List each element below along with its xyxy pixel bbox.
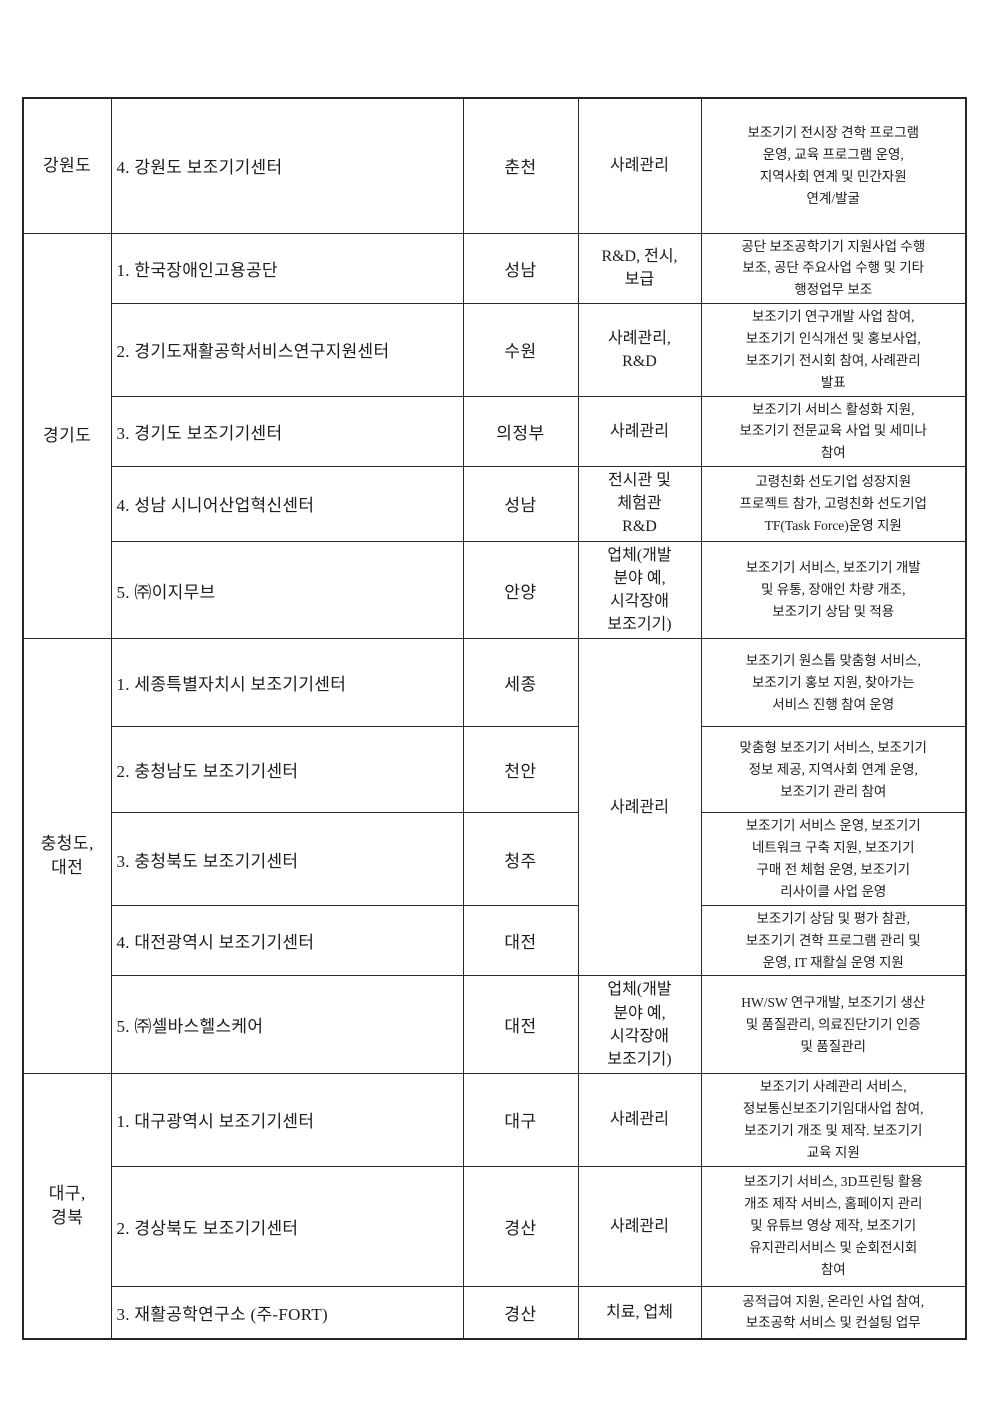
description-cell: 보조기기 서비스 활성화 지원, 보조기기 전문교육 사업 및 세미나 참여 bbox=[700, 395, 967, 468]
center-name-cell: 1. 한국장애인고용공단 bbox=[110, 232, 464, 305]
city-cell: 경산 bbox=[462, 1285, 579, 1340]
city-cell: 의정부 bbox=[462, 395, 579, 468]
description-cell: 보조기기 서비스, 3D프린팅 활용 개조 제작 서비스, 홈페이지 관리 및 … bbox=[700, 1165, 967, 1287]
region-cell: 대구, 경북 bbox=[22, 1073, 112, 1340]
category-cell-merged: 사례관리 bbox=[577, 638, 702, 977]
city-cell: 성남 bbox=[462, 466, 579, 542]
table-row: 충청도, 대전 1. 세종특별자치시 보조기기센터 세종 사례관리 보조기기 원… bbox=[22, 638, 967, 1075]
center-name-cell: 3. 경기도 보조기기센터 bbox=[110, 395, 464, 468]
center-name-cell: 4. 강원도 보조기기센터 bbox=[110, 97, 464, 234]
description-cell: 보조기기 연구개발 사업 참여, 보조기기 인식개선 및 홍보사업, 보조기기 … bbox=[700, 303, 967, 397]
category-cell: 업체(개발 분야 예, 시각장애 보조기기) bbox=[577, 540, 702, 640]
description-cell: 보조기기 원스톱 맞춤형 서비스, 보조기기 홍보 지원, 찾아가는 서비스 진… bbox=[700, 638, 967, 728]
table-row: 3. 충청북도 보조기기센터 청주 보조기기 서비스 운영, 보조기기 네트워크… bbox=[23, 812, 967, 906]
city-cell: 대전 bbox=[462, 975, 579, 1075]
center-name-cell: 5. ㈜셀바스헬스케어 bbox=[110, 975, 464, 1075]
description-cell: 고령친화 선도기업 성장지원 프로젝트 참가, 고령친화 선도기업 TF(Tas… bbox=[700, 466, 967, 542]
category-cell: 사례관리 bbox=[577, 97, 702, 234]
city-cell: 경산 bbox=[462, 1165, 579, 1287]
category-cell: 전시관 및 체험관 R&D bbox=[577, 466, 702, 542]
description-cell: 보조기기 서비스 운영, 보조기기 네트워크 구축 지원, 보조기기 구매 전 … bbox=[700, 812, 967, 906]
table-row: 대구, 경북 1. 대구광역시 보조기기센터 대구 사례관리 보조기기 사례관리… bbox=[22, 1073, 967, 1340]
table-row: 강원도 4. 강원도 보조기기센터 춘천 사례관리 보조기기 전시장 견학 프로… bbox=[22, 97, 967, 234]
center-name-cell: 2. 경기도재활공학서비스연구지원센터 bbox=[110, 303, 464, 397]
city-cell: 수원 bbox=[462, 303, 579, 397]
table-row: 4. 대전광역시 보조기기센터 대전 보조기기 상담 및 평가 참관, 보조기기… bbox=[23, 904, 967, 977]
city-cell: 청주 bbox=[462, 812, 579, 906]
center-name-cell: 4. 성남 시니어산업혁신센터 bbox=[110, 466, 464, 542]
description-cell: 공단 보조공학기기 지원사업 수행 보조, 공단 주요사업 수행 및 기타 행정… bbox=[700, 232, 967, 305]
center-name-cell: 3. 재활공학연구소 (주-FORT) bbox=[110, 1285, 464, 1340]
assistive-device-centers-table: 강원도 4. 강원도 보조기기센터 춘천 사례관리 보조기기 전시장 견학 프로… bbox=[22, 97, 967, 1341]
city-cell: 대전 bbox=[462, 904, 579, 977]
table-row: 5. ㈜셀바스헬스케어 대전 업체(개발 분야 예, 시각장애 보조기기) HW… bbox=[23, 975, 967, 1075]
center-name-cell: 5. ㈜이지무브 bbox=[110, 540, 464, 640]
center-name-cell: 4. 대전광역시 보조기기센터 bbox=[110, 904, 464, 977]
description-cell: HW/SW 연구개발, 보조기기 생산 및 품질관리, 의료진단기기 인증 및 … bbox=[700, 975, 967, 1075]
table-row: 2. 충청남도 보조기기센터 천안 맞춤형 보조기기 서비스, 보조기기 정보 … bbox=[23, 726, 967, 814]
center-name-cell: 2. 경상북도 보조기기센터 bbox=[110, 1165, 464, 1287]
category-cell: 사례관리 bbox=[577, 1165, 702, 1287]
city-cell: 성남 bbox=[462, 232, 579, 305]
center-name-cell: 1. 세종특별자치시 보조기기센터 bbox=[110, 638, 464, 728]
city-cell: 춘천 bbox=[462, 97, 579, 234]
region-cell: 충청도, 대전 bbox=[22, 638, 112, 1075]
category-cell: 사례관리 bbox=[577, 1073, 702, 1167]
center-name-cell: 2. 충청남도 보조기기센터 bbox=[110, 726, 464, 814]
description-cell: 보조기기 상담 및 평가 참관, 보조기기 견학 프로그램 관리 및 운영, I… bbox=[700, 904, 967, 977]
description-cell: 보조기기 서비스, 보조기기 개발 및 유통, 장애인 차량 개조, 보조기기 … bbox=[700, 540, 967, 640]
city-cell: 안양 bbox=[462, 540, 579, 640]
table-row: 5. ㈜이지무브 안양 업체(개발 분야 예, 시각장애 보조기기) 보조기기 … bbox=[23, 540, 967, 640]
table-row: 2. 경기도재활공학서비스연구지원센터 수원 사례관리, R&D 보조기기 연구… bbox=[23, 303, 967, 397]
category-cell: 업체(개발 분야 예, 시각장애 보조기기) bbox=[577, 975, 702, 1075]
table-row: 4. 성남 시니어산업혁신센터 성남 전시관 및 체험관 R&D 고령친화 선도… bbox=[23, 466, 967, 542]
category-cell: R&D, 전시, 보급 bbox=[577, 232, 702, 305]
center-name-cell: 1. 대구광역시 보조기기센터 bbox=[110, 1073, 464, 1167]
description-cell: 맞춤형 보조기기 서비스, 보조기기 정보 제공, 지역사회 연계 운영, 보조… bbox=[700, 726, 967, 814]
category-cell: 사례관리 bbox=[577, 395, 702, 468]
center-name-cell: 3. 충청북도 보조기기센터 bbox=[110, 812, 464, 906]
city-cell: 대구 bbox=[462, 1073, 579, 1167]
table-row: 2. 경상북도 보조기기센터 경산 사례관리 보조기기 서비스, 3D프린팅 활… bbox=[23, 1165, 967, 1287]
description-cell: 보조기기 사례관리 서비스, 정보통신보조기기임대사업 참여, 보조기기 개조 … bbox=[700, 1073, 967, 1167]
category-cell: 치료, 업체 bbox=[577, 1285, 702, 1340]
description-cell: 공적급여 지원, 온라인 사업 참여, 보조공학 서비스 및 컨설팅 업무 bbox=[700, 1285, 967, 1340]
city-cell: 천안 bbox=[462, 726, 579, 814]
region-cell: 경기도 bbox=[22, 232, 112, 640]
table-row: 3. 재활공학연구소 (주-FORT) 경산 치료, 업체 공적급여 지원, 온… bbox=[23, 1285, 967, 1340]
category-cell: 사례관리, R&D bbox=[577, 303, 702, 397]
table-row: 경기도 1. 한국장애인고용공단 성남 R&D, 전시, 보급 공단 보조공학기… bbox=[22, 232, 967, 640]
city-cell: 세종 bbox=[462, 638, 579, 728]
region-cell: 강원도 bbox=[22, 97, 112, 234]
description-cell: 보조기기 전시장 견학 프로그램 운영, 교육 프로그램 운영, 지역사회 연계… bbox=[700, 97, 967, 234]
table-row: 3. 경기도 보조기기센터 의정부 사례관리 보조기기 서비스 활성화 지원, … bbox=[23, 395, 967, 468]
